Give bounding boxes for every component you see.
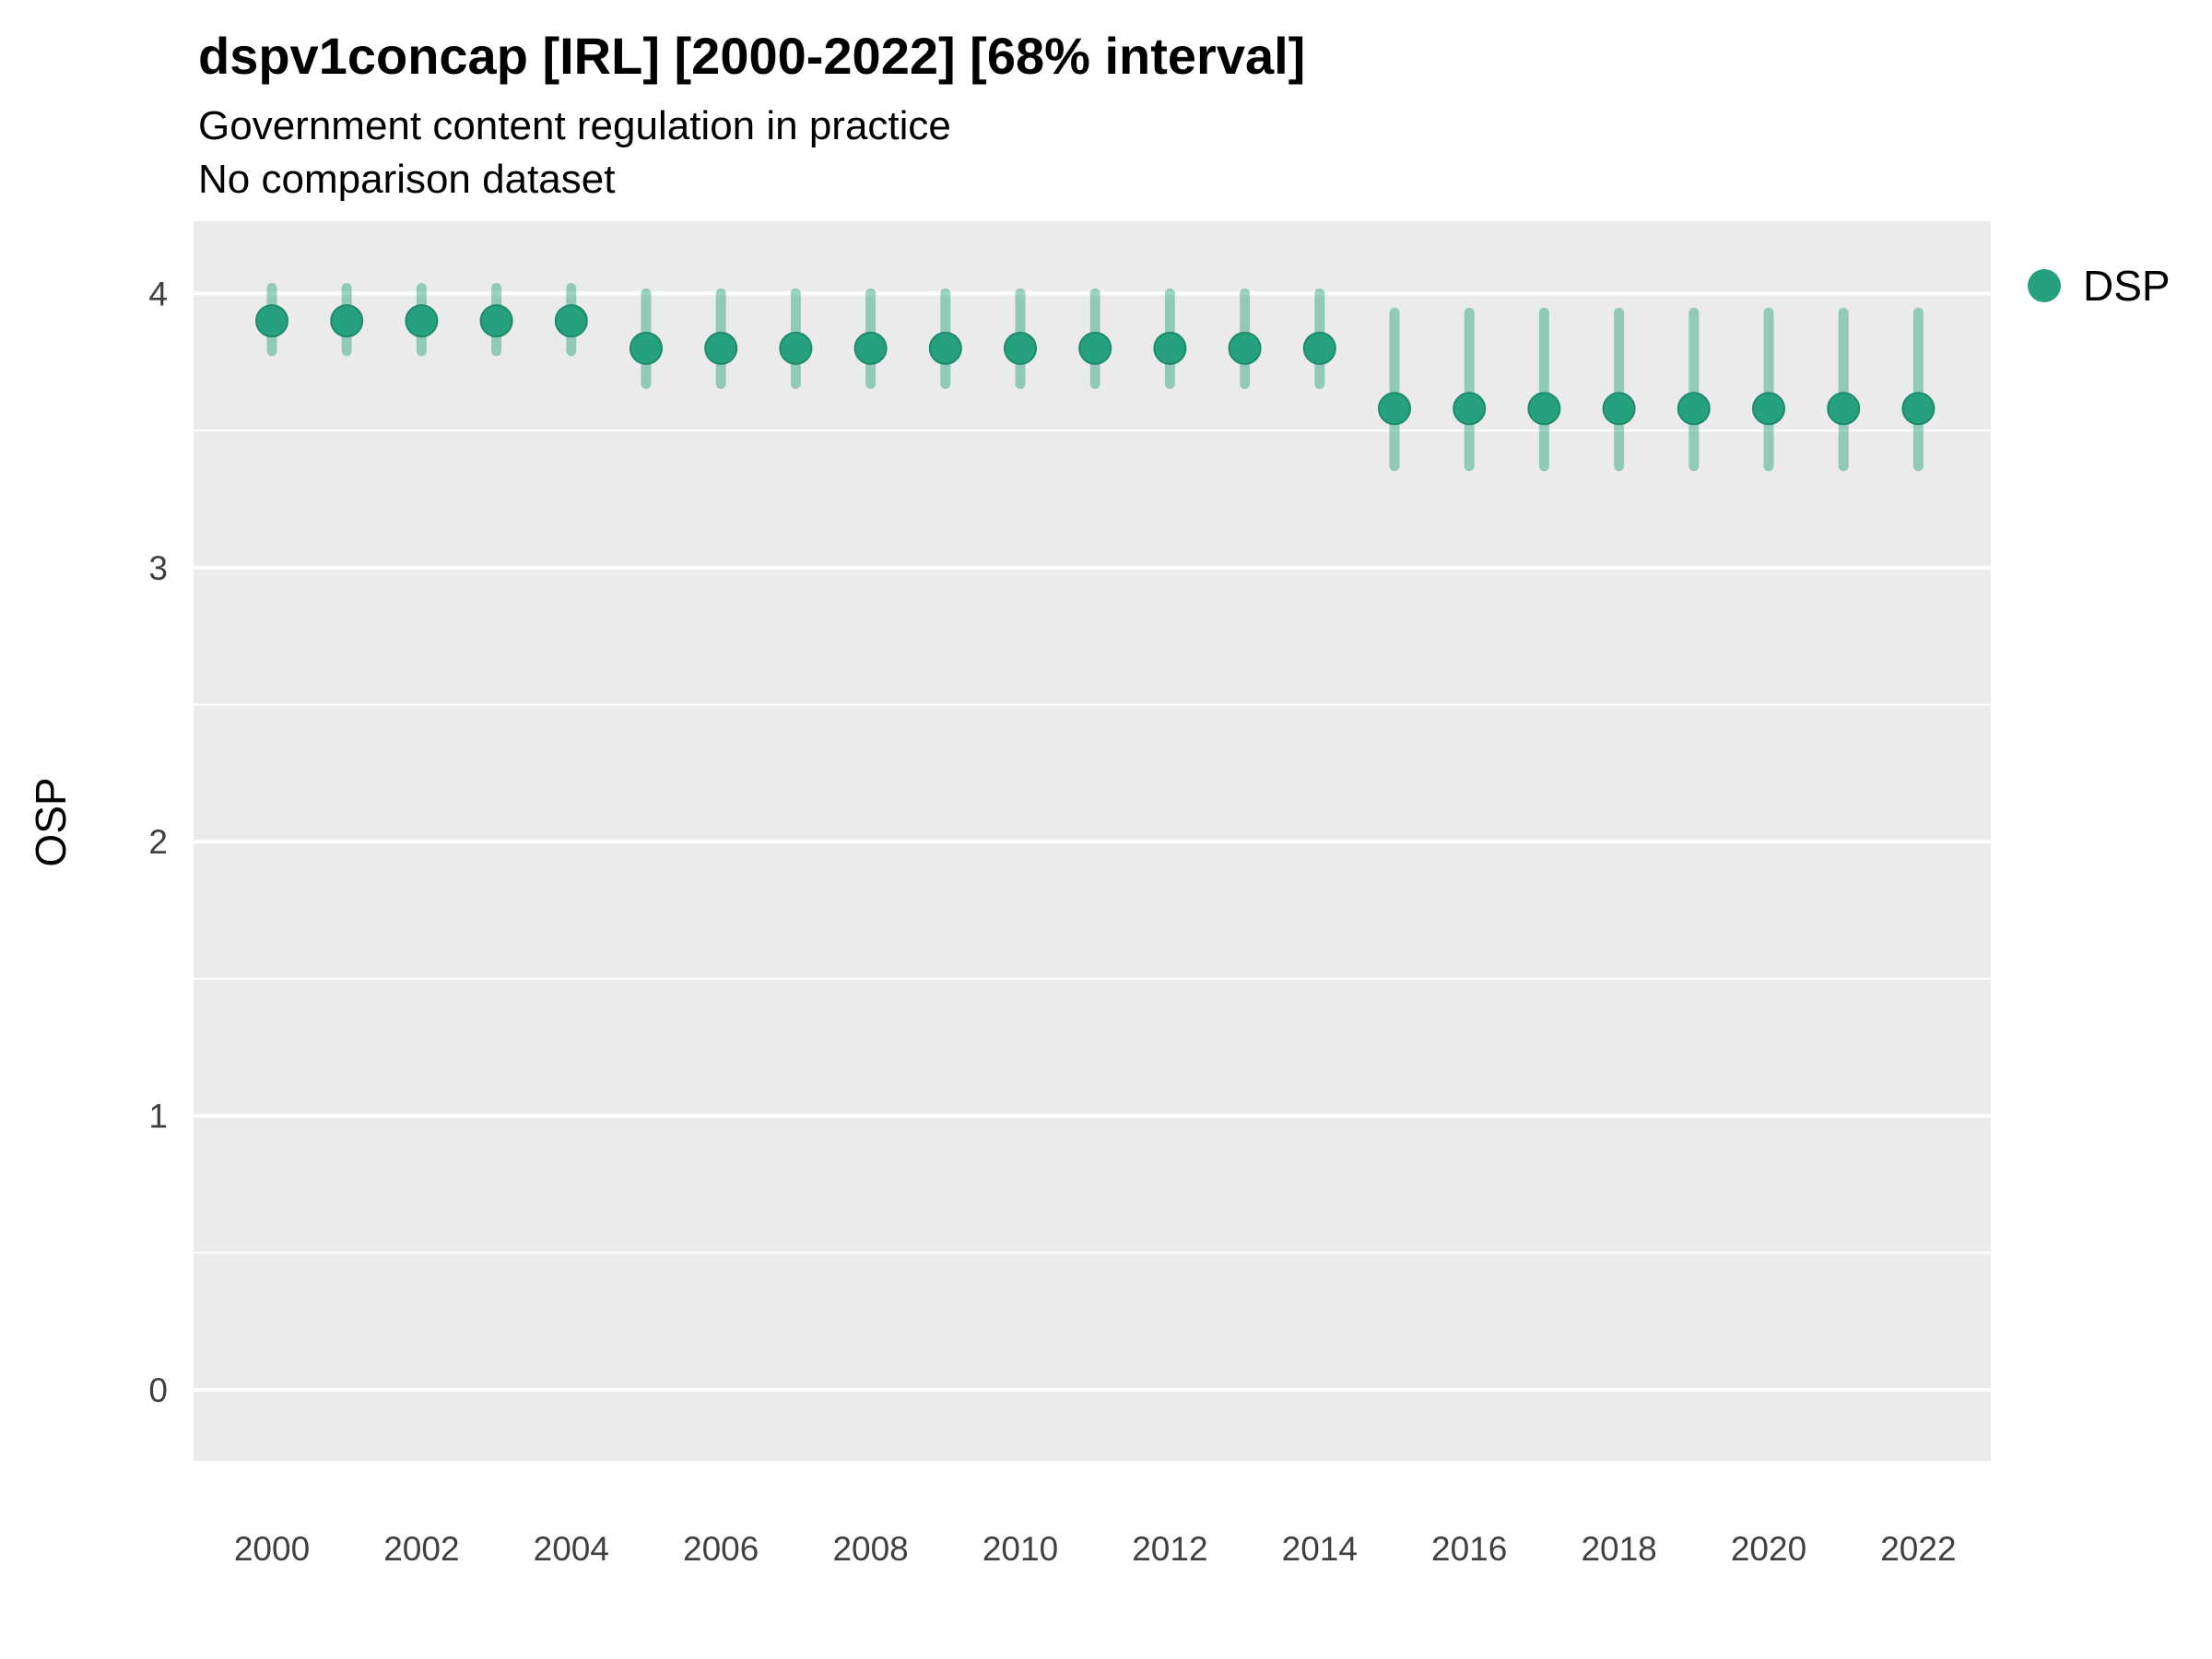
point-2011 <box>1078 331 1112 365</box>
point-2019 <box>1677 392 1711 426</box>
point-2002 <box>405 304 439 338</box>
point-2015 <box>1378 392 1411 426</box>
y-tick-0: 0 <box>148 1371 168 1409</box>
y-tick-1: 1 <box>148 1098 168 1135</box>
point-2020 <box>1752 392 1785 426</box>
y-tick-2: 2 <box>148 823 168 861</box>
chart-subtitle-2: No comparison dataset <box>198 157 616 202</box>
point-2007 <box>779 331 813 365</box>
x-tick-2020: 2020 <box>1731 1530 1806 1568</box>
point-2000 <box>255 304 288 338</box>
point-2012 <box>1153 331 1187 365</box>
point-2004 <box>554 304 588 338</box>
point-2003 <box>479 304 513 338</box>
x-tick-2002: 2002 <box>383 1530 459 1568</box>
y-tick-4: 4 <box>148 275 168 312</box>
point-2006 <box>704 331 738 365</box>
point-2017 <box>1527 392 1561 426</box>
point-2013 <box>1228 331 1262 365</box>
chart-subtitle: Government content regulation in practic… <box>198 103 951 148</box>
x-tick-2008: 2008 <box>832 1530 908 1568</box>
x-tick-2004: 2004 <box>534 1530 609 1568</box>
x-tick-2000: 2000 <box>234 1530 310 1568</box>
legend: DSP <box>2028 261 2171 311</box>
point-2008 <box>853 331 888 365</box>
point-2009 <box>928 331 962 365</box>
point-2014 <box>1302 331 1336 365</box>
x-tick-2010: 2010 <box>982 1530 1058 1568</box>
point-2010 <box>1004 331 1037 365</box>
chart-title: dspv1concap [IRL] [2000-2022] [68% inter… <box>198 27 1306 85</box>
x-tick-2016: 2016 <box>1431 1530 1507 1568</box>
x-tick-2018: 2018 <box>1581 1530 1656 1568</box>
x-tick-2006: 2006 <box>683 1530 759 1568</box>
point-2021 <box>1827 392 1861 426</box>
y-tick-3: 3 <box>148 549 168 587</box>
x-tick-2014: 2014 <box>1282 1530 1358 1568</box>
x-tick-2012: 2012 <box>1132 1530 1207 1568</box>
point-2018 <box>1602 392 1636 426</box>
point-2001 <box>330 304 364 338</box>
legend-dsp-label: DSP <box>2083 262 2171 310</box>
point-2022 <box>1901 392 1936 426</box>
legend-dsp-swatch <box>2028 269 2061 302</box>
point-2005 <box>629 331 663 365</box>
point-2016 <box>1453 392 1487 426</box>
x-tick-2022: 2022 <box>1880 1530 1956 1568</box>
